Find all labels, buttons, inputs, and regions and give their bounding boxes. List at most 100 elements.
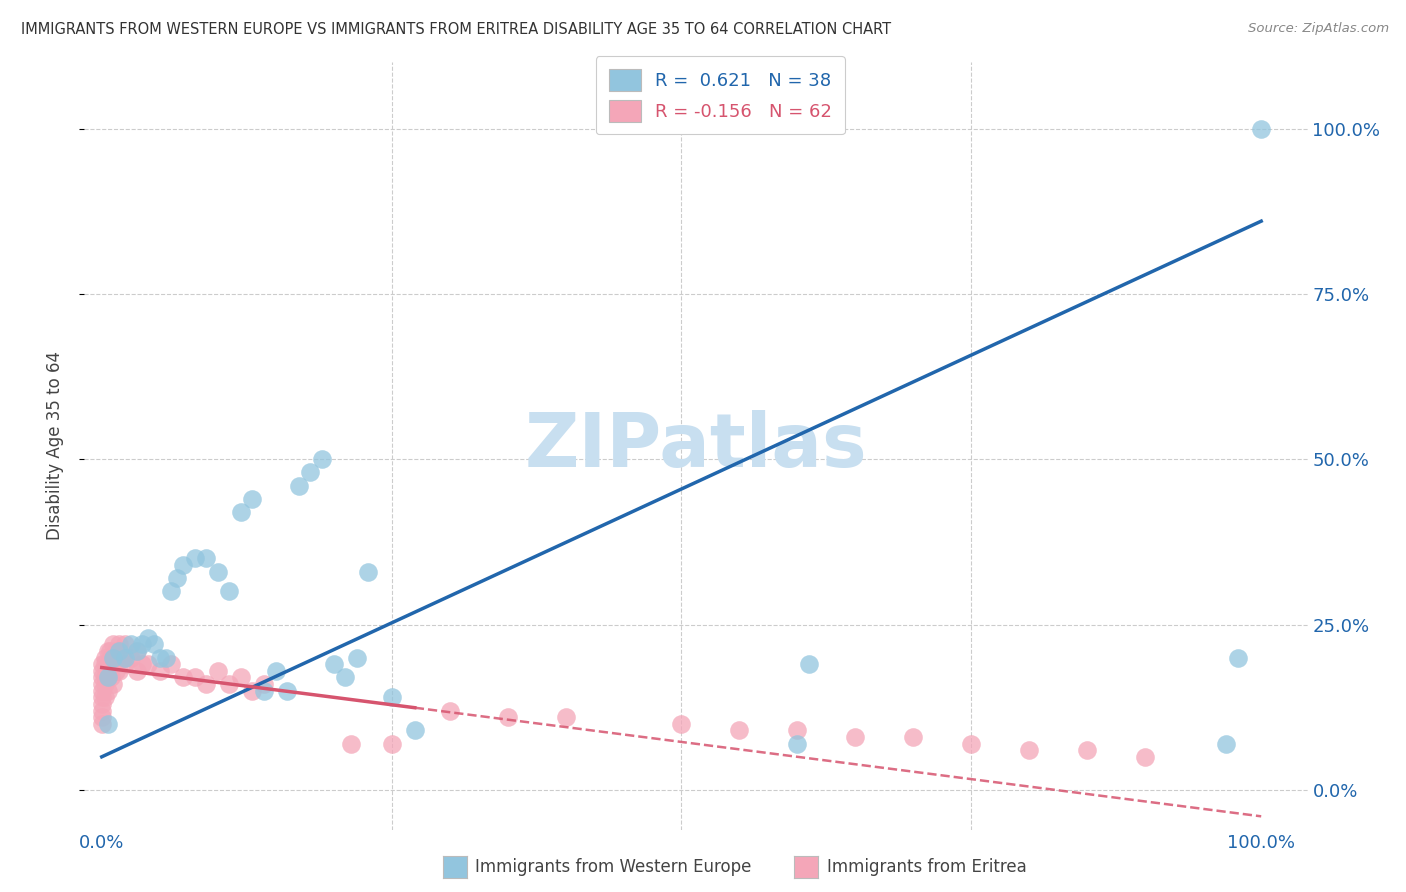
- Point: [844, 730, 866, 744]
- Point: [496, 710, 519, 724]
- Point: [94, 690, 117, 705]
- Point: [381, 737, 404, 751]
- Point: [131, 657, 153, 672]
- Point: [288, 478, 311, 492]
- Point: [218, 677, 240, 691]
- Point: [299, 466, 322, 480]
- Point: [786, 723, 808, 738]
- Point: [94, 657, 117, 672]
- Point: [1215, 737, 1237, 751]
- Text: ZIPatlas: ZIPatlas: [524, 409, 868, 483]
- Point: [229, 670, 252, 684]
- Point: [166, 571, 188, 585]
- Point: [90, 677, 112, 691]
- Point: [183, 670, 205, 684]
- Point: [96, 644, 118, 658]
- Point: [120, 637, 142, 651]
- Point: [90, 683, 112, 698]
- Point: [94, 670, 117, 684]
- Point: [195, 551, 218, 566]
- Point: [108, 644, 131, 658]
- Point: [242, 683, 264, 698]
- Point: [276, 683, 298, 698]
- Point: [96, 657, 118, 672]
- Point: [728, 723, 751, 738]
- Point: [96, 683, 118, 698]
- Point: [125, 644, 148, 658]
- Point: [903, 730, 925, 744]
- Point: [149, 650, 172, 665]
- Point: [114, 657, 136, 672]
- Point: [104, 664, 127, 678]
- Point: [114, 637, 136, 651]
- Point: [253, 677, 276, 691]
- Point: [960, 737, 983, 751]
- Point: [207, 664, 229, 678]
- Point: [111, 650, 134, 665]
- Point: [125, 664, 148, 678]
- Y-axis label: Disability Age 35 to 64: Disability Age 35 to 64: [45, 351, 63, 541]
- Point: [90, 704, 112, 718]
- Point: [160, 657, 183, 672]
- Point: [120, 650, 142, 665]
- Point: [797, 657, 820, 672]
- Point: [335, 670, 357, 684]
- Point: [90, 670, 112, 684]
- Point: [90, 690, 112, 705]
- Point: [98, 644, 121, 658]
- Point: [439, 704, 461, 718]
- Point: [357, 565, 380, 579]
- Point: [136, 631, 159, 645]
- Point: [94, 650, 117, 665]
- Point: [94, 677, 117, 691]
- Point: [103, 637, 125, 651]
- Point: [786, 737, 808, 751]
- Point: [381, 690, 404, 705]
- Point: [103, 650, 125, 665]
- Point: [142, 637, 165, 651]
- Point: [114, 650, 136, 665]
- Legend: R =  0.621   N = 38, R = -0.156   N = 62: R = 0.621 N = 38, R = -0.156 N = 62: [596, 56, 845, 135]
- Text: Immigrants from Eritrea: Immigrants from Eritrea: [827, 858, 1026, 876]
- Point: [346, 650, 368, 665]
- Point: [322, 657, 344, 672]
- Point: [671, 716, 693, 731]
- Point: [100, 670, 122, 684]
- Point: [1135, 749, 1157, 764]
- Point: [103, 677, 125, 691]
- Point: [229, 505, 252, 519]
- Point: [90, 664, 112, 678]
- Point: [90, 710, 112, 724]
- Point: [554, 710, 576, 724]
- Text: IMMIGRANTS FROM WESTERN EUROPE VS IMMIGRANTS FROM ERITREA DISABILITY AGE 35 TO 6: IMMIGRANTS FROM WESTERN EUROPE VS IMMIGR…: [21, 22, 891, 37]
- Point: [96, 670, 118, 684]
- Point: [207, 565, 229, 579]
- Point: [1250, 121, 1272, 136]
- Point: [253, 683, 276, 698]
- Point: [242, 491, 264, 506]
- Point: [136, 657, 159, 672]
- Point: [160, 584, 183, 599]
- Point: [218, 584, 240, 599]
- Point: [155, 650, 177, 665]
- Point: [90, 657, 112, 672]
- Point: [96, 716, 118, 731]
- Point: [183, 551, 205, 566]
- Point: [172, 670, 194, 684]
- Point: [90, 697, 112, 711]
- Point: [1018, 743, 1040, 757]
- Point: [195, 677, 218, 691]
- Point: [103, 657, 125, 672]
- Point: [172, 558, 194, 572]
- Point: [108, 637, 131, 651]
- Point: [149, 664, 172, 678]
- Point: [108, 664, 131, 678]
- Point: [1076, 743, 1098, 757]
- Point: [90, 716, 112, 731]
- Text: Source: ZipAtlas.com: Source: ZipAtlas.com: [1249, 22, 1389, 36]
- Point: [404, 723, 426, 738]
- Text: Immigrants from Western Europe: Immigrants from Western Europe: [475, 858, 752, 876]
- Point: [311, 452, 333, 467]
- Point: [1227, 650, 1250, 665]
- Point: [125, 644, 148, 658]
